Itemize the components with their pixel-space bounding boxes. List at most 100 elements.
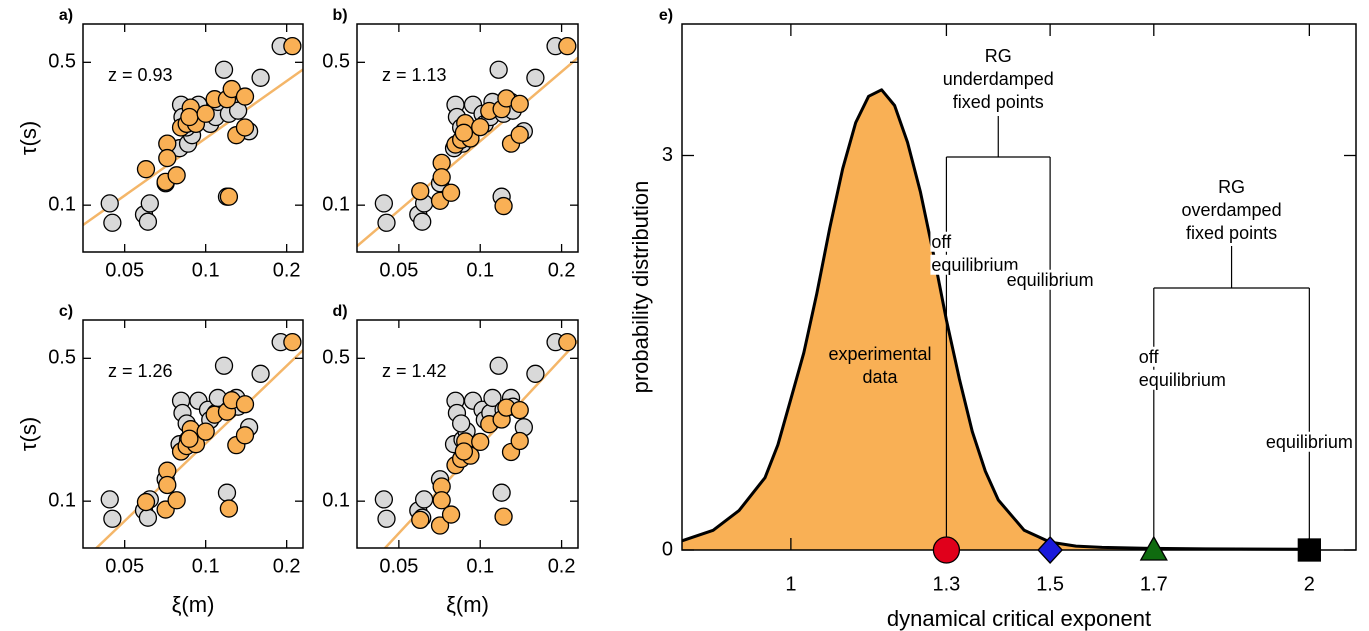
- x-tick-label: 0.2: [273, 555, 301, 577]
- data-point: [454, 123, 474, 142]
- data-point: [251, 68, 270, 87]
- data-point: [214, 60, 234, 79]
- annotation: off: [1139, 347, 1160, 367]
- data-point: [219, 187, 239, 206]
- data-point: [454, 442, 474, 461]
- data-point: [510, 94, 529, 114]
- data-point: [526, 364, 545, 383]
- plot-frame: [681, 23, 1357, 551]
- data-point: [217, 483, 237, 502]
- plot-frame: [356, 319, 579, 549]
- marker: [1297, 538, 1321, 562]
- data-point: [251, 364, 270, 383]
- data-point: [158, 475, 177, 495]
- label-background: [930, 254, 1020, 275]
- annotation: off: [931, 232, 952, 252]
- data-point: [494, 507, 513, 526]
- y-axis-label: τ(s): [16, 417, 41, 451]
- data-point: [140, 194, 159, 213]
- panel-label: c): [59, 303, 73, 320]
- y-tick-label: 0.1: [48, 489, 76, 511]
- fit-line: [94, 349, 303, 548]
- data-point: [100, 194, 119, 213]
- data-point: [167, 166, 186, 185]
- y-tick-label: 0: [662, 538, 673, 560]
- annotation: underdamped: [943, 69, 1054, 89]
- panel: [83, 36, 303, 232]
- plot-frame: [356, 23, 579, 253]
- y-axis-label: τ(s): [16, 121, 41, 155]
- data-point: [167, 491, 186, 510]
- x-tick-label: 0.1: [466, 259, 494, 281]
- plot-frame: [82, 23, 304, 253]
- data-point: [413, 212, 432, 231]
- x-tick-label: 0.2: [273, 259, 301, 281]
- data-point: [494, 196, 513, 216]
- data-point: [374, 194, 394, 213]
- data-point: [411, 510, 430, 530]
- x-tick-label: 0.05: [105, 555, 144, 577]
- y-tick-label: 0.1: [322, 489, 350, 511]
- data-point: [180, 107, 199, 127]
- data-point: [411, 182, 430, 201]
- y-tick-label: 0.5: [322, 51, 350, 73]
- marker: [1037, 536, 1063, 564]
- annotation: equilibrium: [1139, 370, 1226, 390]
- annotation: equilibrium: [1266, 432, 1353, 452]
- y-tick-label: 0.5: [48, 347, 76, 369]
- x-tick-label: 0.1: [192, 259, 220, 281]
- annotation: overdamped: [1182, 200, 1282, 220]
- data-point: [510, 400, 529, 420]
- annotation: experimental: [828, 344, 931, 364]
- annotation: RG: [1218, 177, 1245, 197]
- data-point: [100, 490, 119, 509]
- data-point: [471, 432, 490, 452]
- x-axis-label: ξ(m): [172, 592, 215, 617]
- data-point: [489, 60, 508, 79]
- data-point: [441, 505, 461, 524]
- x-tick-label: 1.5: [1036, 573, 1064, 595]
- data-point: [414, 490, 434, 509]
- data-point: [377, 509, 396, 528]
- x-tick-label: 0.1: [192, 555, 220, 577]
- data-point: [558, 36, 577, 56]
- annotation: z = 0.93: [108, 65, 173, 85]
- annotation: z = 1.42: [382, 361, 447, 381]
- data-point: [196, 104, 215, 123]
- x-tick-label: 0.05: [379, 555, 418, 577]
- data-point: [103, 509, 122, 528]
- annotation: z = 1.13: [382, 65, 447, 85]
- panel-label: d): [332, 303, 347, 320]
- data-point: [235, 426, 255, 445]
- data-point: [374, 490, 394, 509]
- data-point: [138, 212, 158, 231]
- distribution-area: [682, 89, 1310, 551]
- data-point: [214, 356, 234, 375]
- x-tick-label: 0.2: [548, 259, 576, 281]
- y-axis-label: probability distribution: [628, 181, 653, 394]
- x-axis-label: ξ(m): [446, 592, 489, 617]
- panel-label: b): [332, 7, 347, 24]
- y-tick-label: 3: [662, 144, 673, 166]
- data-point: [103, 213, 122, 232]
- data-point: [136, 160, 156, 179]
- panel-label: e): [659, 7, 673, 24]
- label-background: [1005, 269, 1095, 290]
- annotation: data: [862, 367, 898, 387]
- x-tick-label: 1: [785, 573, 796, 595]
- label-background: [1137, 369, 1227, 390]
- x-tick-label: 0.05: [105, 259, 144, 281]
- data-point: [526, 68, 545, 87]
- x-tick-label: 1.3: [933, 573, 961, 595]
- data-point: [510, 125, 529, 144]
- data-point: [492, 483, 511, 502]
- plot-frame: [82, 319, 304, 549]
- data-point: [558, 332, 577, 352]
- x-axis-label: dynamical critical exponent: [887, 606, 1151, 631]
- panel: [374, 332, 578, 548]
- marker: [932, 536, 961, 564]
- data-point: [235, 87, 255, 106]
- data-point: [441, 183, 461, 202]
- data-point: [235, 395, 255, 414]
